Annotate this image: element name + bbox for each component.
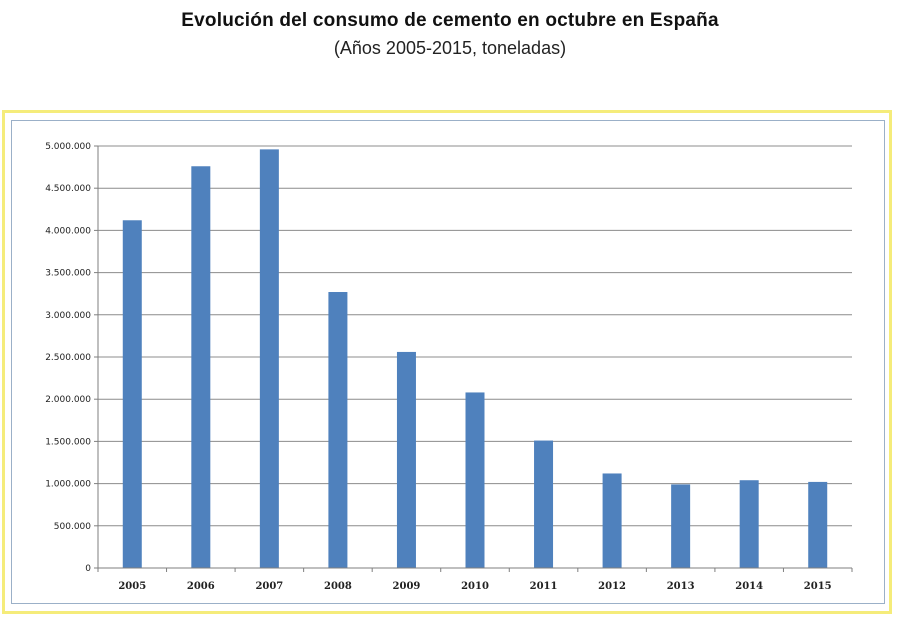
- y-tick-label: 3.500.000: [45, 269, 91, 279]
- y-tick-label: 4.000.000: [45, 226, 91, 236]
- x-tick-label-2010: 2010: [461, 581, 489, 592]
- y-tick-label: 2.000.000: [45, 395, 91, 405]
- bar-2006: [191, 166, 211, 569]
- y-tick-label: 0: [85, 564, 91, 574]
- x-tick-label-2013: 2013: [667, 581, 695, 592]
- bar-2009: [396, 351, 416, 568]
- y-tick-label: 5.000.000: [45, 142, 91, 152]
- bar-2011: [534, 440, 554, 568]
- bar-2005: [122, 220, 142, 568]
- y-tick-labels: 0 500.000 1.000.000 1.500.000 2.000.000 2.500…: [45, 142, 91, 574]
- bar-2008: [328, 292, 348, 568]
- y-tick-label: 2.500.000: [45, 353, 91, 363]
- plot-panel: [11, 120, 885, 604]
- chart-title: Evolución del consumo de cemento en octu…: [181, 10, 719, 31]
- y-tick-label: 1.500.000: [45, 437, 91, 447]
- x-tick-labels: 2005 2006 2007 2008 2009 2010 2011 2012 2013 2014…: [118, 581, 831, 592]
- x-tick-label-2005: 2005: [118, 581, 146, 592]
- x-tick-label-2014: 2014: [735, 581, 763, 592]
- bar-2015: [808, 481, 828, 568]
- x-tick-label-2015: 2015: [804, 581, 832, 592]
- bars: [122, 149, 828, 569]
- y-tick-label: 500.000: [54, 522, 91, 532]
- x-tick-label-2009: 2009: [393, 581, 421, 592]
- bar-2014: [739, 480, 759, 568]
- bar-2012: [602, 473, 622, 568]
- x-tick-label-2011: 2011: [530, 581, 558, 592]
- x-tick-label-2007: 2007: [255, 581, 283, 592]
- chart-frame: [2, 110, 892, 614]
- bar-2007: [259, 149, 279, 568]
- x-tick-label-2006: 2006: [187, 581, 215, 592]
- chart-subtitle: (Años 2005-2015, toneladas): [333, 38, 567, 58]
- y-tick-label: 3.000.000: [45, 311, 91, 321]
- x-tick-label-2008: 2008: [324, 581, 352, 592]
- x-tick-label-2012: 2012: [598, 581, 626, 592]
- y-tick-label: 4.500.000: [45, 184, 91, 194]
- y-tick-label: 1.000.000: [45, 480, 91, 490]
- bar-2013: [671, 484, 691, 568]
- bar-2010: [465, 392, 485, 568]
- axes: [94, 145, 853, 572]
